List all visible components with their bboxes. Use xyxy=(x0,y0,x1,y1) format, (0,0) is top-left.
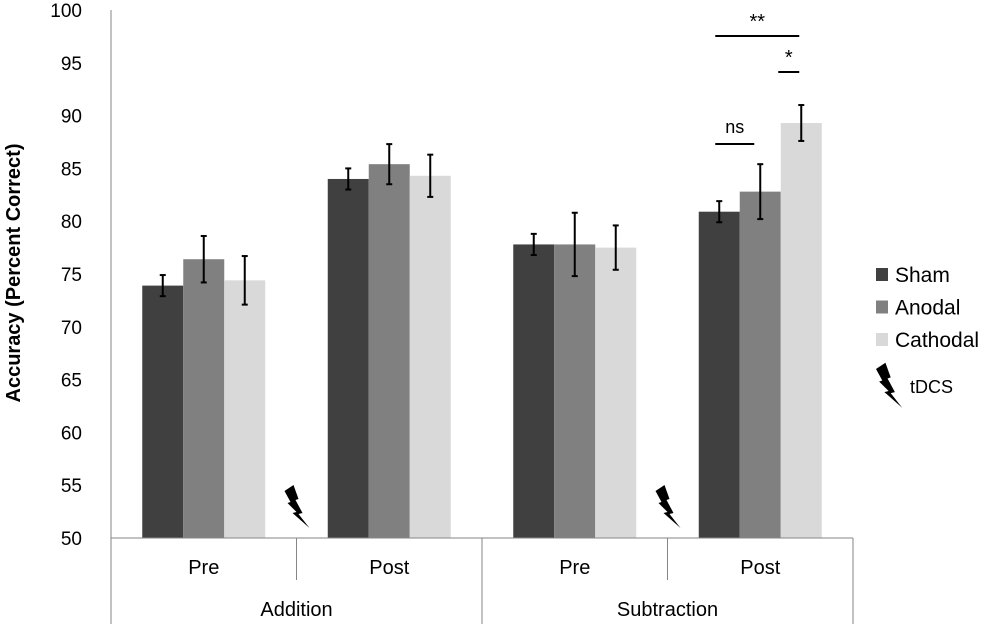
legend-label: Anodal xyxy=(895,297,960,320)
y-tick-label: 65 xyxy=(61,371,82,392)
error-bar xyxy=(716,200,723,224)
error-bar xyxy=(612,224,619,271)
lightning-bolt-icon xyxy=(655,485,681,528)
legend-label-tdcs: tDCS xyxy=(910,377,953,397)
error-bar xyxy=(159,274,166,298)
bar-sham xyxy=(142,285,184,538)
category-label: Post xyxy=(369,557,409,579)
y-tick-label: 55 xyxy=(61,476,82,497)
bar-anodal xyxy=(739,191,781,538)
error-bar xyxy=(345,167,352,191)
error-bar xyxy=(798,104,805,142)
category-label: Pre xyxy=(559,557,590,579)
bar-anodal xyxy=(554,244,596,538)
y-tick-label: 70 xyxy=(61,318,82,339)
significance-label: * xyxy=(785,47,793,69)
y-tick-label: 60 xyxy=(61,423,82,444)
bar-sham xyxy=(513,244,555,538)
lightning-bolt-icon xyxy=(876,362,903,408)
bar-cathodal xyxy=(780,122,822,538)
error-bar xyxy=(571,211,578,278)
category-label: Pre xyxy=(188,557,219,579)
bar-cathodal xyxy=(595,247,637,538)
category-label: Post xyxy=(740,557,780,579)
group-label: Addition xyxy=(260,599,332,621)
legend-label: Cathodal xyxy=(895,329,979,352)
legend-swatch-sham xyxy=(876,268,888,281)
legend-label: Sham xyxy=(895,264,950,287)
y-tick-label: 100 xyxy=(50,1,82,22)
significance-label: ** xyxy=(749,11,765,33)
error-bar xyxy=(427,153,434,198)
bar-cathodal xyxy=(224,280,266,538)
lightning-bolt-icon xyxy=(284,485,310,528)
legend-swatch-cathodal xyxy=(876,333,888,346)
y-axis-label: Accuracy (Percent Correct) xyxy=(3,144,25,403)
error-bar xyxy=(241,255,248,306)
y-tick-label: 85 xyxy=(61,159,82,180)
group-label: Subtraction xyxy=(617,599,718,621)
bar-anodal xyxy=(368,164,410,538)
bar-anodal xyxy=(183,259,225,538)
legend-swatch-anodal xyxy=(876,300,888,314)
y-tick-label: 95 xyxy=(61,54,82,75)
error-bar xyxy=(200,234,207,284)
error-bar xyxy=(530,232,537,256)
bar-cathodal xyxy=(409,175,451,539)
y-tick-label: 80 xyxy=(61,212,82,233)
error-bar xyxy=(386,143,393,186)
significance-label: ns xyxy=(725,117,744,137)
y-tick-label: 50 xyxy=(61,529,82,550)
error-bar xyxy=(757,163,764,221)
y-tick-label: 75 xyxy=(61,265,82,286)
bar-sham xyxy=(698,211,740,539)
y-tick-label: 90 xyxy=(61,107,82,128)
bar-sham xyxy=(327,178,369,538)
